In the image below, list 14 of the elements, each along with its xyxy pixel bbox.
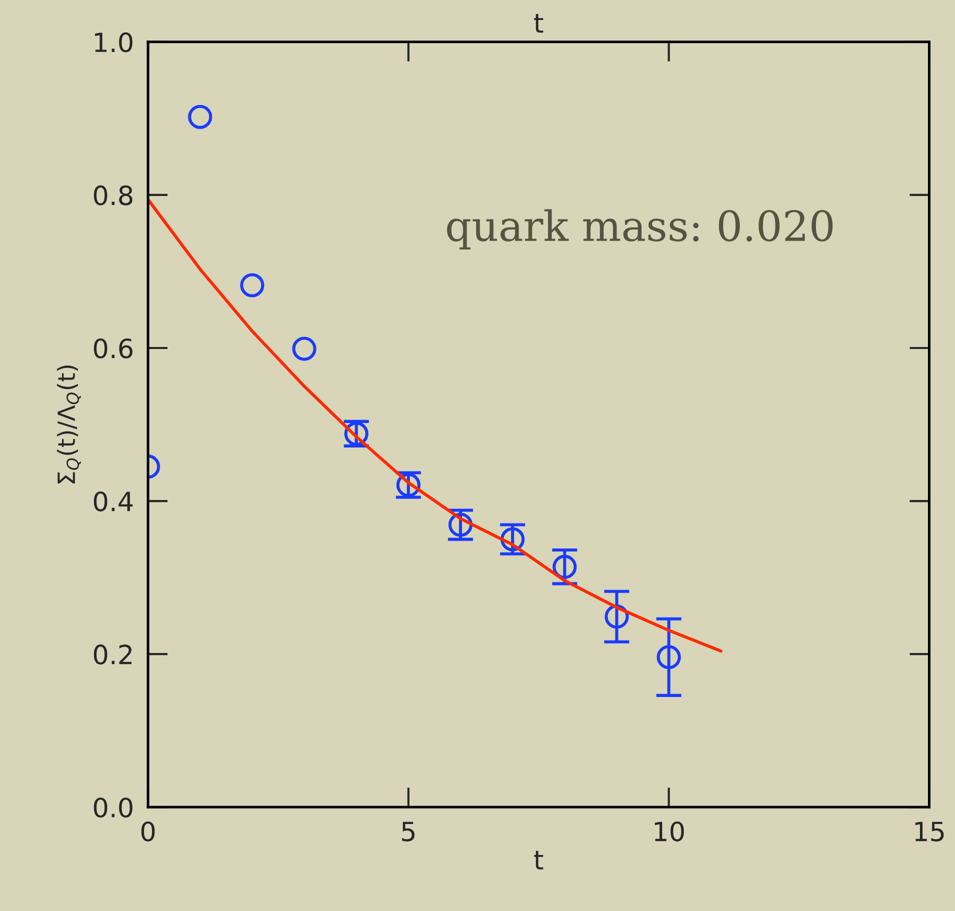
x2-axis-title: t xyxy=(534,14,544,33)
x-tick-label: 10 xyxy=(654,822,684,842)
x-tick-label: 0 xyxy=(141,822,155,842)
y-tick-label: 0.6 xyxy=(94,338,132,358)
y-tick-label: 0.0 xyxy=(94,798,132,818)
y-tick-label: 0.4 xyxy=(94,491,133,512)
y-tick-label: 0.8 xyxy=(94,185,132,206)
x-tick-label: 5 xyxy=(402,822,415,842)
annotation: quark mass: 0.020 xyxy=(447,209,833,250)
y-tick-label: 1.0 xyxy=(95,32,132,52)
y-tick-label: 0.2 xyxy=(94,644,132,664)
y-axis-title: Σ$_{Q}$(t)/Λ$_{Q}$(t) xyxy=(56,366,81,484)
x-axis-title: t xyxy=(534,850,544,870)
x-tick-label: 15 xyxy=(915,822,944,842)
